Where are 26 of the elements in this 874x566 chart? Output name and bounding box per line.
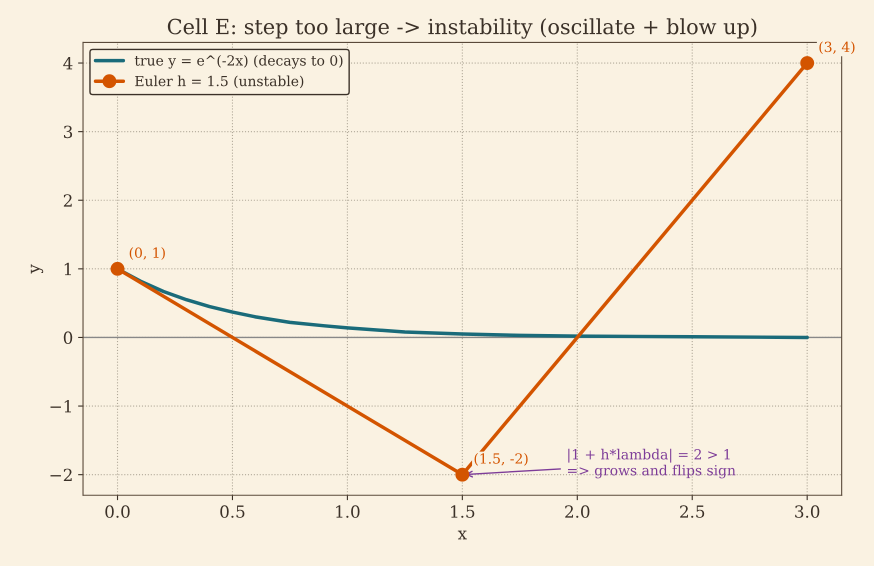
chart-title: Cell E: step too large -> instability (oscillate + blow up) xyxy=(168,18,756,39)
y-tick-label: 2 xyxy=(64,194,72,207)
point xyxy=(110,262,124,276)
y-tick-label: −2 xyxy=(50,468,72,481)
x-axis-title: x xyxy=(458,530,467,540)
legend-label: true y = e^(-2x) (decays to 0) xyxy=(134,54,342,69)
y-tick-label: 0 xyxy=(64,331,72,344)
point xyxy=(800,56,814,70)
x-tick-label: 0.5 xyxy=(220,505,244,518)
legend-label: Euler h = 1.5 (unstable) xyxy=(135,76,304,88)
annotation: |1 + h*lambda| = 2 > 1 => grows and flips sign xyxy=(568,448,736,478)
annotation: (1.5, -2) xyxy=(474,453,528,466)
annotation: (0, 1) xyxy=(130,247,165,260)
point xyxy=(455,468,470,482)
x-tick-label: 0.0 xyxy=(105,505,130,518)
y-tick-label: 3 xyxy=(64,126,72,138)
x-tick-label: 2.5 xyxy=(680,505,704,518)
x-tick-label: 2.0 xyxy=(565,505,590,518)
y-tick-label: −1 xyxy=(50,400,71,412)
x-tick-label: 1.5 xyxy=(451,505,474,518)
y-tick-label: 4 xyxy=(63,56,72,70)
y-tick-label: 1 xyxy=(64,262,71,276)
x-tick-label: 3.0 xyxy=(795,505,820,518)
annotation: (3, 4) xyxy=(819,41,855,54)
x-tick-label: 1.0 xyxy=(336,505,360,518)
y-axis-title: y xyxy=(30,264,44,274)
